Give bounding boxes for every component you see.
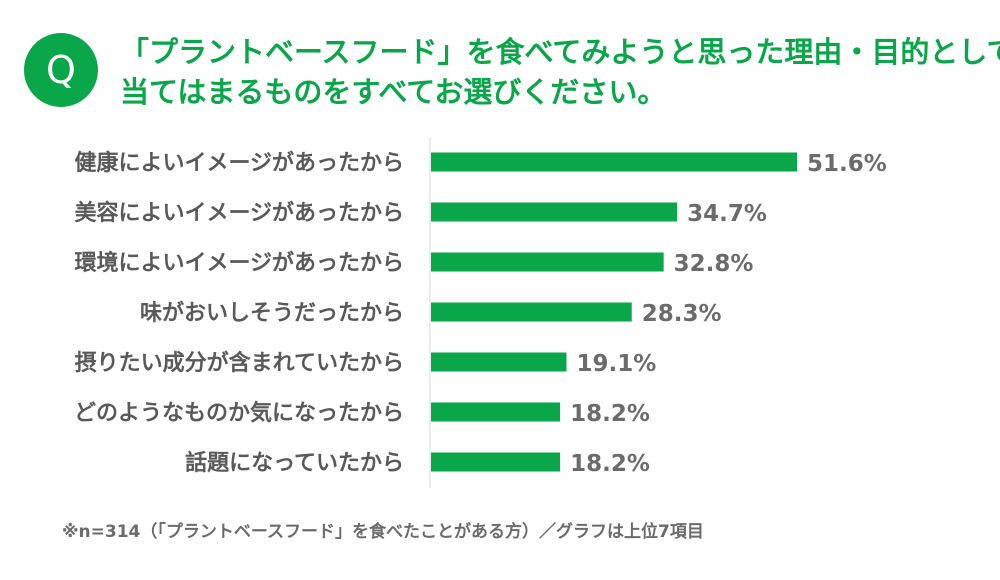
bar	[431, 252, 664, 272]
bar	[431, 202, 678, 222]
bar	[431, 352, 567, 372]
value-label: 18.2%	[570, 401, 650, 427]
bar-chart: 健康によいイメージがあったから 51.6% 美容によいイメージがあったから 34.7%…	[74, 138, 887, 488]
category-label: 話題になっていたから	[185, 450, 404, 476]
question-badge: Q	[24, 33, 98, 107]
category-label: 美容によいイメージがあったから	[74, 200, 404, 226]
value-label: 32.8%	[674, 251, 754, 277]
category-label: 味がおいしそうだったから	[140, 300, 404, 326]
question-line-2: 当てはまるものをすべてお選びください。	[120, 75, 667, 109]
value-label: 28.3%	[642, 301, 722, 327]
bar	[431, 452, 561, 472]
value-label: 19.1%	[576, 351, 656, 377]
category-label: 環境によいイメージがあったから	[74, 250, 404, 276]
question-line-1: 「プラントベースフード」を食べてみようと思った理由・目的として、	[120, 35, 1000, 69]
bar	[431, 152, 797, 172]
footnote: ※n=314（「プラントベースフード」を食べたことがある方）／グラフは上位7項目	[62, 522, 704, 542]
category-label: どのようなものか気になったから	[74, 400, 404, 426]
question-title: 「プラントベースフード」を食べてみようと思った理由・目的として、 当てはまるもの…	[120, 32, 1000, 112]
value-label: 34.7%	[687, 201, 767, 227]
value-label: 51.6%	[807, 151, 887, 177]
value-label: 18.2%	[570, 451, 650, 477]
bar	[431, 402, 561, 422]
category-label: 健康によいイメージがあったから	[74, 150, 404, 176]
category-label: 摂りたい成分が含まれていたから	[75, 350, 404, 376]
bar	[431, 302, 632, 322]
